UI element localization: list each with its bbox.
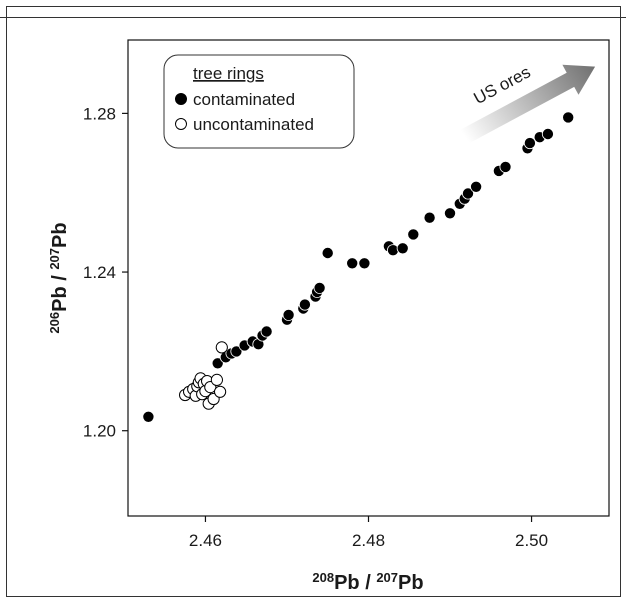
- us-ores-annotation: US ores: [456, 62, 596, 147]
- point-uncontaminated: [210, 373, 223, 386]
- point-contaminated: [282, 308, 295, 321]
- legend-box: [163, 54, 355, 149]
- y-tick-label: 1.20: [83, 422, 116, 441]
- legend: tree rings contaminated uncontaminated: [163, 54, 355, 149]
- point-contaminated: [523, 137, 536, 150]
- point-contaminated: [541, 127, 554, 140]
- point-contaminated: [321, 246, 334, 259]
- y-tick-label: 1.24: [83, 263, 116, 282]
- y-tick-label: 1.28: [83, 104, 116, 123]
- legend-entry-contaminated: contaminated: [193, 90, 295, 109]
- x-tick-label: 2.48: [352, 531, 385, 550]
- legend-marker-uncontaminated: [175, 118, 187, 130]
- point-contaminated: [346, 257, 359, 270]
- point-contaminated: [407, 228, 420, 241]
- x-tick-label: 2.50: [515, 531, 548, 550]
- point-contaminated: [562, 111, 575, 124]
- point-contaminated: [230, 345, 243, 358]
- data-points: [142, 111, 575, 423]
- point-contaminated: [298, 298, 311, 311]
- point-contaminated: [423, 211, 436, 224]
- point-contaminated: [260, 325, 273, 338]
- point-contaminated: [396, 242, 409, 255]
- point-contaminated: [142, 410, 155, 423]
- legend-entry-uncontaminated: uncontaminated: [193, 115, 314, 134]
- point-contaminated: [358, 257, 371, 270]
- x-tick-label: 2.46: [189, 531, 222, 550]
- point-contaminated: [499, 160, 512, 173]
- tick-labels: 2.46 2.48 2.50 1.20 1.24 1.28: [83, 104, 548, 550]
- x-axis-title: 208Pb / 207Pb: [312, 570, 423, 594]
- point-contaminated: [211, 357, 224, 370]
- figure-frame: [6, 6, 621, 597]
- y-axis-title: 206Pb / 207Pb: [47, 222, 71, 333]
- point-uncontaminated: [215, 341, 228, 354]
- point-contaminated: [386, 244, 399, 257]
- point-uncontaminated: [214, 385, 227, 398]
- legend-title: tree rings: [193, 64, 264, 83]
- point-contaminated: [461, 187, 474, 200]
- us-ores-arrow: [456, 64, 596, 147]
- legend-marker-contaminated: [175, 93, 187, 105]
- point-contaminated: [443, 207, 456, 220]
- point-contaminated: [313, 281, 326, 294]
- point-contaminated: [470, 180, 483, 193]
- axis-ticks: [122, 112, 533, 522]
